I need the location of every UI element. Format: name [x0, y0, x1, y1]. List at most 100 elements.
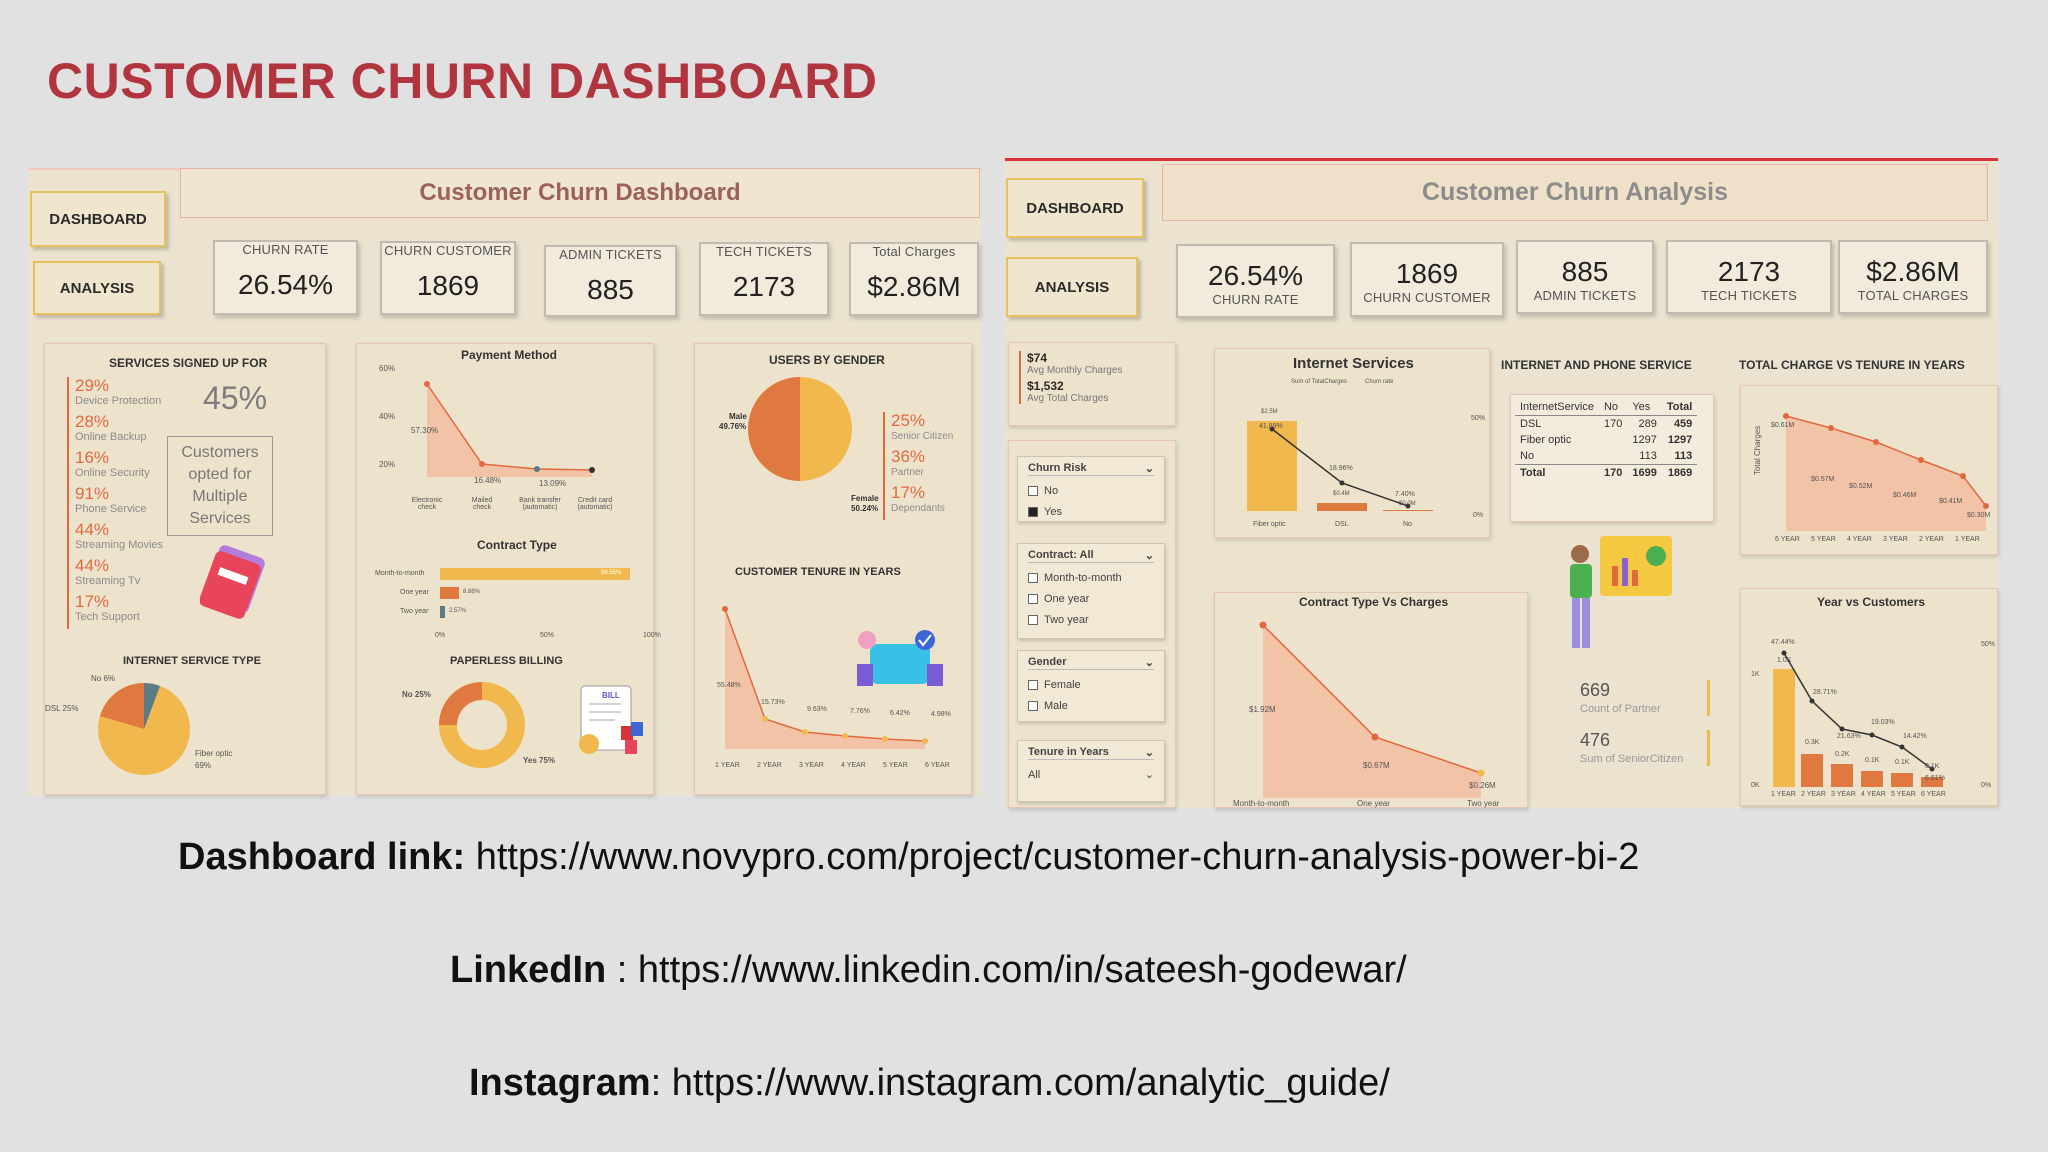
table-cell: 289: [1638, 418, 1657, 430]
chevron-down-icon[interactable]: ⌄: [1144, 769, 1154, 781]
table-header: Total: [1666, 401, 1693, 413]
bar-label: 0.1K: [1925, 763, 1940, 770]
dashboard-button[interactable]: DASHBOARD: [1006, 178, 1144, 238]
demo-pct: 25%: [891, 411, 926, 430]
bar-no: [1383, 510, 1433, 511]
tenure-dropdown[interactable]: All ⌄: [1028, 764, 1154, 785]
service-name: Streaming Tv: [75, 575, 141, 587]
table-cell: 170: [1603, 418, 1623, 430]
kpi-label: TOTAL CHARGES: [1857, 288, 1969, 303]
table-cell: DSL: [1520, 418, 1542, 430]
tenure-filter[interactable]: Tenure in Years ⌄ All ⌄: [1017, 740, 1165, 802]
filter-option-month[interactable]: Month-to-month: [1028, 567, 1154, 588]
x-tick: 5 YEAR: [1891, 791, 1916, 798]
service-pct: 17%: [75, 592, 110, 611]
data-label: 55.48%: [717, 682, 741, 689]
checkbox[interactable]: [1028, 506, 1038, 517]
checkbox[interactable]: [1028, 700, 1038, 711]
kpi-admin-tickets: ADMIN TICKETS 885: [544, 245, 677, 317]
contract-charges-chart: [1259, 621, 1485, 798]
checkbox[interactable]: [1028, 485, 1038, 496]
service-pct: 28%: [75, 412, 110, 431]
data-label: 4.98%: [931, 711, 951, 718]
instagram-link[interactable]: https://www.instagram.com/analytic_guide…: [671, 1062, 1390, 1104]
data-point: [1477, 769, 1485, 777]
analysis-header: Customer Churn Analysis: [1162, 164, 1988, 221]
x-tick: 50%: [540, 632, 555, 639]
checkbox[interactable]: [1028, 679, 1038, 690]
kpi-label: ADMIN TICKETS: [1533, 288, 1637, 303]
y-tick: 60%: [379, 364, 396, 373]
data-point: [1781, 650, 1787, 656]
bar-label: 0.3K: [1805, 739, 1820, 746]
chevron-down-icon[interactable]: ⌄: [1144, 550, 1154, 562]
data-label: $0.61M: [1771, 422, 1795, 429]
dashboard-button[interactable]: DASHBOARD: [30, 191, 166, 247]
data-label: 15.73%: [761, 699, 785, 706]
avg-total-label: Avg Total Charges: [1027, 393, 1109, 404]
y-tick: 50%: [1981, 641, 1996, 648]
table-row: DSL 170 289 459: [1515, 416, 1697, 433]
checkbox[interactable]: [1028, 593, 1038, 604]
analysis-button[interactable]: ANALYSIS: [1006, 257, 1138, 317]
table-header: No: [1603, 401, 1619, 413]
option-label: Two year: [1044, 613, 1089, 626]
filter-option-female[interactable]: Female: [1028, 674, 1154, 695]
pie-label-fiber-pct: 69%: [195, 761, 212, 770]
filter-title: Tenure in Years: [1028, 746, 1109, 758]
dashboard-link[interactable]: https://www.novypro.com/project/customer…: [475, 836, 1640, 878]
data-point: [479, 461, 485, 467]
senior-count: 476: [1580, 730, 1611, 750]
charge-tenure-card: Total Charges $0.61M $0.57M $0.52M $0.46…: [1740, 385, 1998, 555]
data-label: $0.41M: [1939, 498, 1963, 505]
service-name: Streaming Movies: [75, 539, 164, 551]
legend-item: Sum of TotalCharges: [1291, 379, 1347, 385]
x-tick: 1 YEAR: [1955, 536, 1980, 543]
rate-label: 47.44%: [1771, 639, 1795, 646]
filter-option-male[interactable]: Male: [1028, 695, 1154, 716]
x-tick: Month-to-month: [1233, 799, 1290, 808]
data-label: 57.30%: [411, 426, 439, 435]
rate-label: 28.71%: [1813, 689, 1837, 696]
chevron-down-icon[interactable]: ⌄: [1144, 463, 1154, 475]
bar-label: 0.1K: [1865, 757, 1880, 764]
demo-pct: 17%: [891, 483, 926, 502]
analysis-button[interactable]: ANALYSIS: [33, 261, 161, 315]
gender-filter[interactable]: Gender ⌄ Female Male: [1017, 650, 1165, 722]
service-name: Device Protection: [75, 395, 162, 407]
churn-risk-filter[interactable]: Churn Risk ⌄ No Yes: [1017, 456, 1165, 522]
data-point: [1983, 503, 1989, 509]
checkbox[interactable]: [1028, 572, 1038, 583]
kpi-admin-tickets: 885 ADMIN TICKETS: [1516, 240, 1654, 314]
table-row: No 113 113: [1515, 448, 1697, 465]
internet-type-title: INTERNET SERVICE TYPE: [123, 655, 261, 667]
kpi-total-charges: $2.86M TOTAL CHARGES: [1838, 240, 1988, 314]
table-row: Fiber optic 1297 1297: [1515, 432, 1697, 448]
contract-filter[interactable]: Contract: All ⌄ Month-to-month One year T…: [1017, 543, 1165, 639]
filter-option-yes[interactable]: Yes: [1028, 501, 1154, 522]
filter-option-no[interactable]: No: [1028, 480, 1154, 501]
rate-label: 21.63%: [1837, 733, 1861, 740]
bar: [1801, 754, 1823, 787]
table-cell: [1599, 448, 1627, 465]
x-tick: 3 YEAR: [799, 762, 824, 769]
service-pct: 44%: [75, 556, 110, 575]
data-point: [1899, 744, 1905, 750]
checkbox[interactable]: [1028, 614, 1038, 625]
contract-charges-card: Contract Type Vs Charges $1.92M $0.67M $…: [1214, 592, 1528, 808]
kpi-total-charges: Total Charges $2.86M: [849, 242, 979, 316]
linkedin-link[interactable]: https://www.linkedin.com/in/sateesh-gode…: [637, 949, 1407, 991]
filter-option-one-year[interactable]: One year: [1028, 588, 1154, 609]
chevron-down-icon[interactable]: ⌄: [1144, 747, 1154, 759]
table-cell: 1297: [1667, 434, 1693, 446]
year-customers-title: Year vs Customers: [1817, 595, 1926, 609]
kpi-value: 1869: [416, 270, 480, 301]
chevron-down-icon[interactable]: ⌄: [1144, 657, 1154, 669]
bar-label: $0.0M: [1399, 501, 1416, 507]
contract-row-label: Month-to-month: [375, 570, 425, 577]
data-label: $1.92M: [1249, 705, 1276, 714]
option-label: Female: [1044, 678, 1081, 691]
service-pct: 16%: [75, 448, 110, 467]
filter-option-two-year[interactable]: Two year: [1028, 609, 1154, 630]
kpi-tech-tickets: TECH TICKETS 2173: [699, 242, 829, 316]
